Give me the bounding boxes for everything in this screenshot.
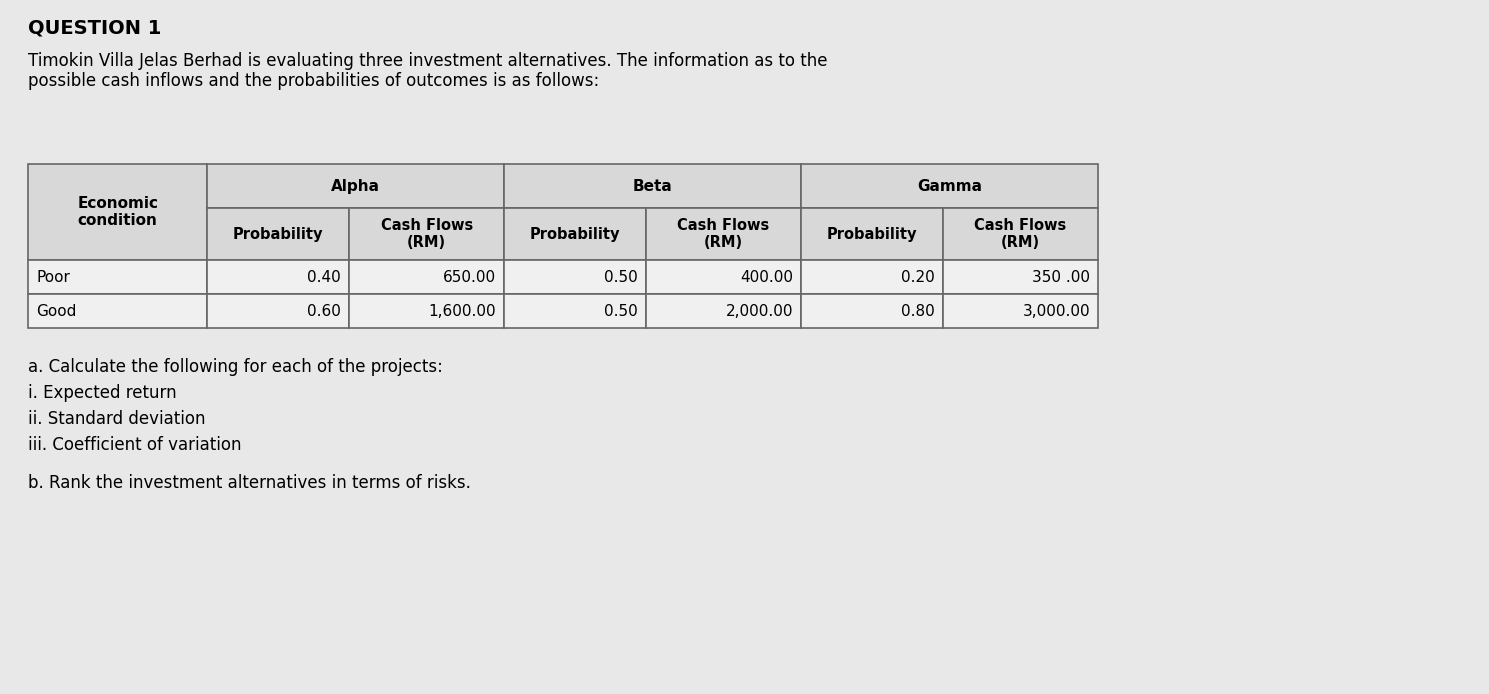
Text: Timokin Villa Jelas Berhad is evaluating three investment alternatives. The info: Timokin Villa Jelas Berhad is evaluating… — [28, 52, 828, 70]
Text: Probability: Probability — [826, 226, 917, 242]
Bar — [801, 164, 1097, 208]
Bar — [646, 260, 801, 294]
Bar — [207, 164, 505, 208]
Text: Cash Flows
(RM): Cash Flows (RM) — [974, 218, 1066, 251]
Text: Good: Good — [36, 303, 76, 319]
Bar — [801, 294, 943, 328]
Text: Cash Flows
(RM): Cash Flows (RM) — [381, 218, 474, 251]
Bar — [505, 260, 646, 294]
Bar — [505, 164, 801, 208]
Text: 3,000.00: 3,000.00 — [1023, 303, 1090, 319]
Bar — [207, 294, 348, 328]
Bar — [646, 208, 801, 260]
Bar — [348, 260, 505, 294]
Bar — [207, 208, 348, 260]
Bar — [28, 260, 207, 294]
Text: 2,000.00: 2,000.00 — [725, 303, 794, 319]
Text: Probability: Probability — [530, 226, 621, 242]
Bar — [348, 294, 505, 328]
Text: Alpha: Alpha — [331, 178, 380, 194]
Bar — [801, 260, 943, 294]
Bar — [28, 164, 207, 260]
Text: Probability: Probability — [232, 226, 323, 242]
Bar — [207, 260, 348, 294]
Text: 0.40: 0.40 — [307, 269, 341, 285]
Text: b. Rank the investment alternatives in terms of risks.: b. Rank the investment alternatives in t… — [28, 474, 471, 492]
Text: 1,600.00: 1,600.00 — [429, 303, 496, 319]
Bar — [801, 208, 943, 260]
Text: Poor: Poor — [36, 269, 70, 285]
Text: Gamma: Gamma — [917, 178, 983, 194]
Text: 0.50: 0.50 — [605, 269, 637, 285]
Bar — [348, 208, 505, 260]
Text: 0.20: 0.20 — [901, 269, 935, 285]
Text: possible cash inflows and the probabilities of outcomes is as follows:: possible cash inflows and the probabilit… — [28, 72, 599, 90]
Text: 0.60: 0.60 — [307, 303, 341, 319]
Text: Beta: Beta — [633, 178, 673, 194]
Text: a. Calculate the following for each of the projects:: a. Calculate the following for each of t… — [28, 358, 442, 376]
Bar — [943, 208, 1097, 260]
Text: iii. Coefficient of variation: iii. Coefficient of variation — [28, 436, 241, 454]
Bar — [505, 294, 646, 328]
Bar — [943, 294, 1097, 328]
Text: Economic
condition: Economic condition — [77, 196, 158, 228]
Text: Cash Flows
(RM): Cash Flows (RM) — [677, 218, 770, 251]
Text: 400.00: 400.00 — [740, 269, 794, 285]
Text: QUESTION 1: QUESTION 1 — [28, 18, 161, 37]
Text: i. Expected return: i. Expected return — [28, 384, 177, 402]
Text: ii. Standard deviation: ii. Standard deviation — [28, 410, 205, 428]
Text: 650.00: 650.00 — [444, 269, 496, 285]
Bar — [943, 260, 1097, 294]
Text: 0.50: 0.50 — [605, 303, 637, 319]
Bar — [28, 294, 207, 328]
Bar — [646, 294, 801, 328]
Text: 350 .00: 350 .00 — [1032, 269, 1090, 285]
Bar — [505, 208, 646, 260]
Text: 0.80: 0.80 — [901, 303, 935, 319]
